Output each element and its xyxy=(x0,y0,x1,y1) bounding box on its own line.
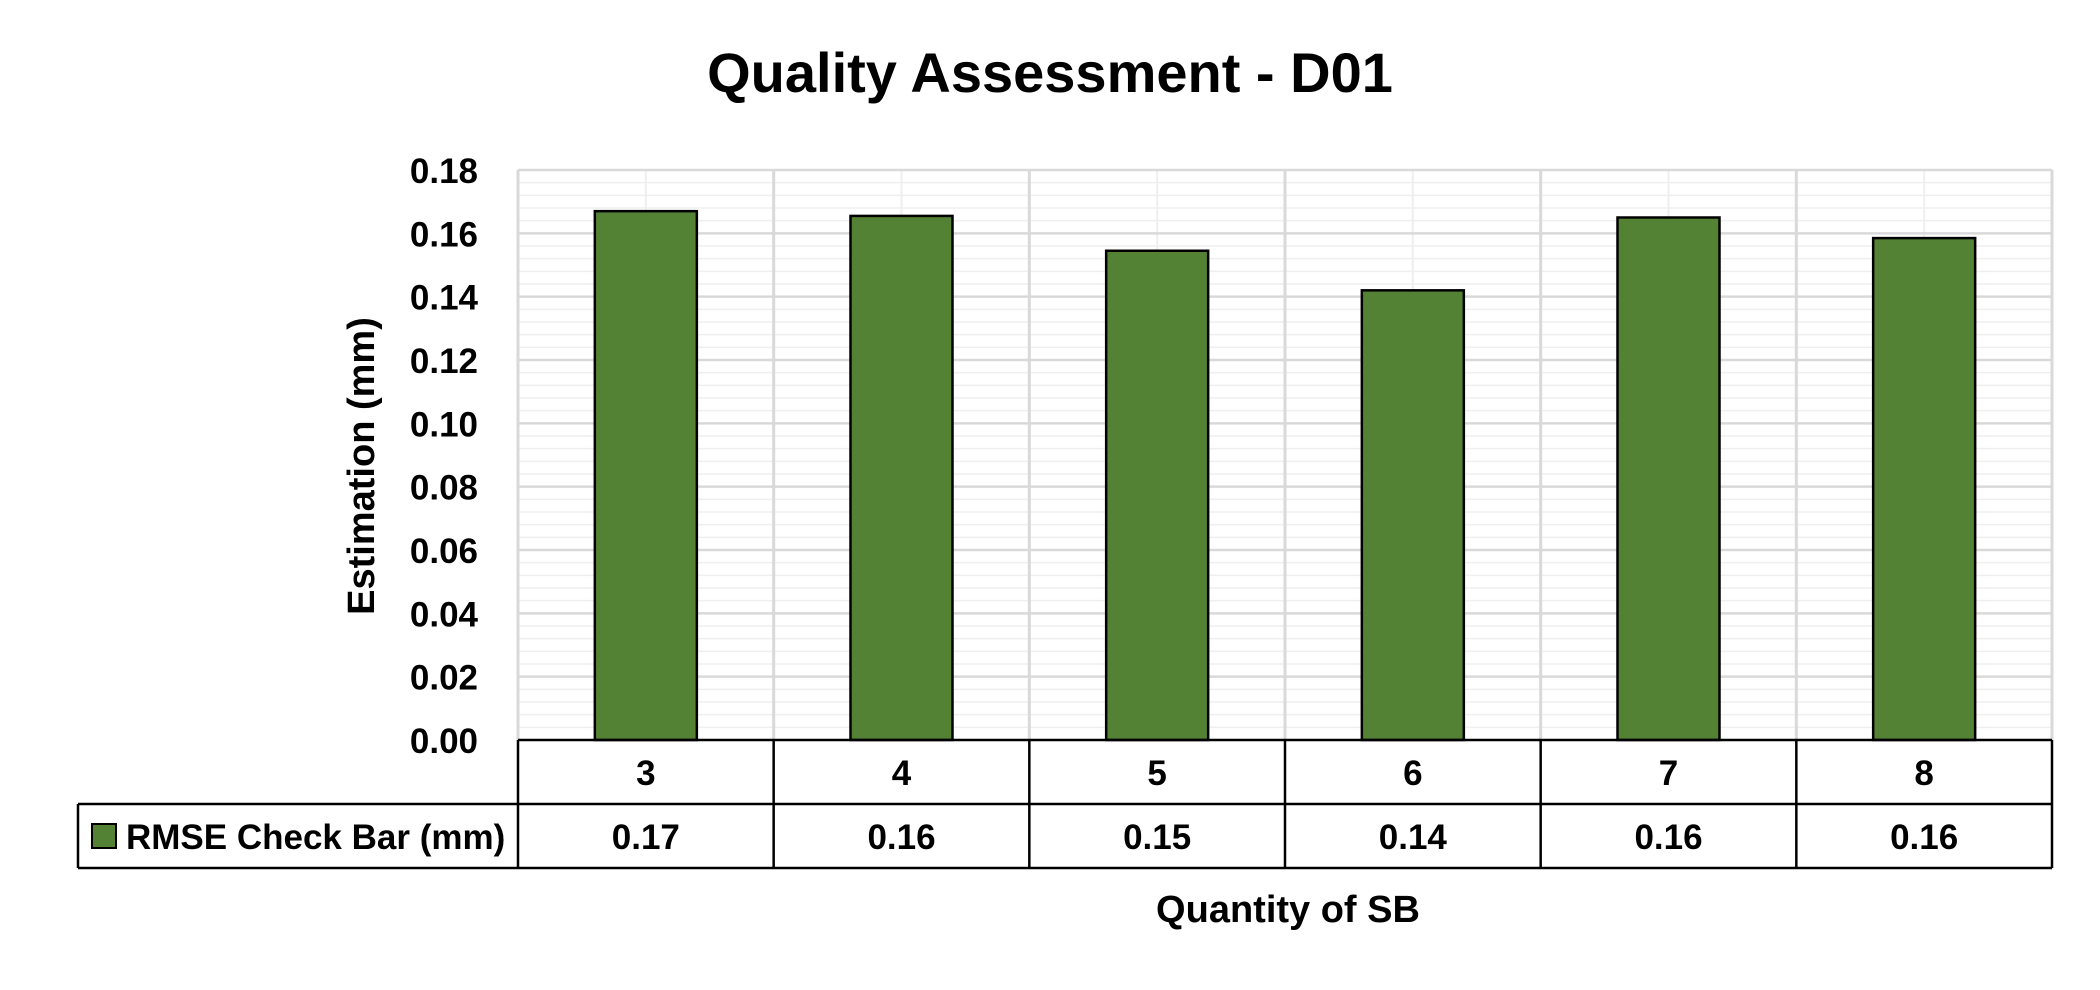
y-tick-label: 0.02 xyxy=(410,659,478,698)
x-category-label: 7 xyxy=(1659,754,1678,793)
data-table-value: 0.14 xyxy=(1379,818,1448,857)
major-gridlines xyxy=(516,168,2054,740)
legend-series-label: RMSE Check Bar (mm) xyxy=(126,818,505,857)
y-tick-label: 0.08 xyxy=(410,469,478,508)
x-category-label: 8 xyxy=(1914,754,1933,793)
y-tick-label: 0.14 xyxy=(410,279,479,318)
y-tick-label: 0.04 xyxy=(410,595,479,634)
data-table-value: 0.16 xyxy=(1634,818,1702,857)
bar xyxy=(1616,216,1721,742)
x-category-label: 3 xyxy=(636,754,655,793)
bar xyxy=(849,214,954,742)
y-tick-label: 0.16 xyxy=(410,215,478,254)
y-tick-label: 0.12 xyxy=(410,342,478,381)
data-table-value: 0.17 xyxy=(612,818,680,857)
y-axis-label: Estimation (mm) xyxy=(341,317,383,615)
y-tick-label: 0.06 xyxy=(410,532,478,571)
data-table-value: 0.16 xyxy=(867,818,935,857)
x-category-label: 4 xyxy=(892,754,912,793)
y-tick-label: 0.18 xyxy=(410,152,478,191)
y-tick-labels: 0.00 0.02 0.04 0.06 0.08 0.10 0.12 0.14 0.16 0.18 xyxy=(410,152,479,761)
x-category-label: 5 xyxy=(1147,754,1166,793)
data-table-value: 0.16 xyxy=(1890,818,1958,857)
bars xyxy=(593,209,1977,742)
y-tick-label: 0.00 xyxy=(410,722,478,761)
bar xyxy=(1360,289,1466,742)
chart-title: Quality Assessment - D01 xyxy=(707,41,1393,104)
bar xyxy=(1104,249,1210,742)
x-category-label: 6 xyxy=(1403,754,1422,793)
data-table-value: 0.15 xyxy=(1123,818,1191,857)
y-tick-label: 0.10 xyxy=(410,405,478,444)
x-axis-label: Quantity of SB xyxy=(1156,889,1420,931)
bar xyxy=(593,209,699,742)
data-table: 3 4 5 6 7 8 0.17 0.16 0.15 0.14 0.16 0.16 RMSE Check… xyxy=(76,738,2054,870)
bar xyxy=(1871,236,1977,742)
legend-swatch xyxy=(91,823,117,849)
